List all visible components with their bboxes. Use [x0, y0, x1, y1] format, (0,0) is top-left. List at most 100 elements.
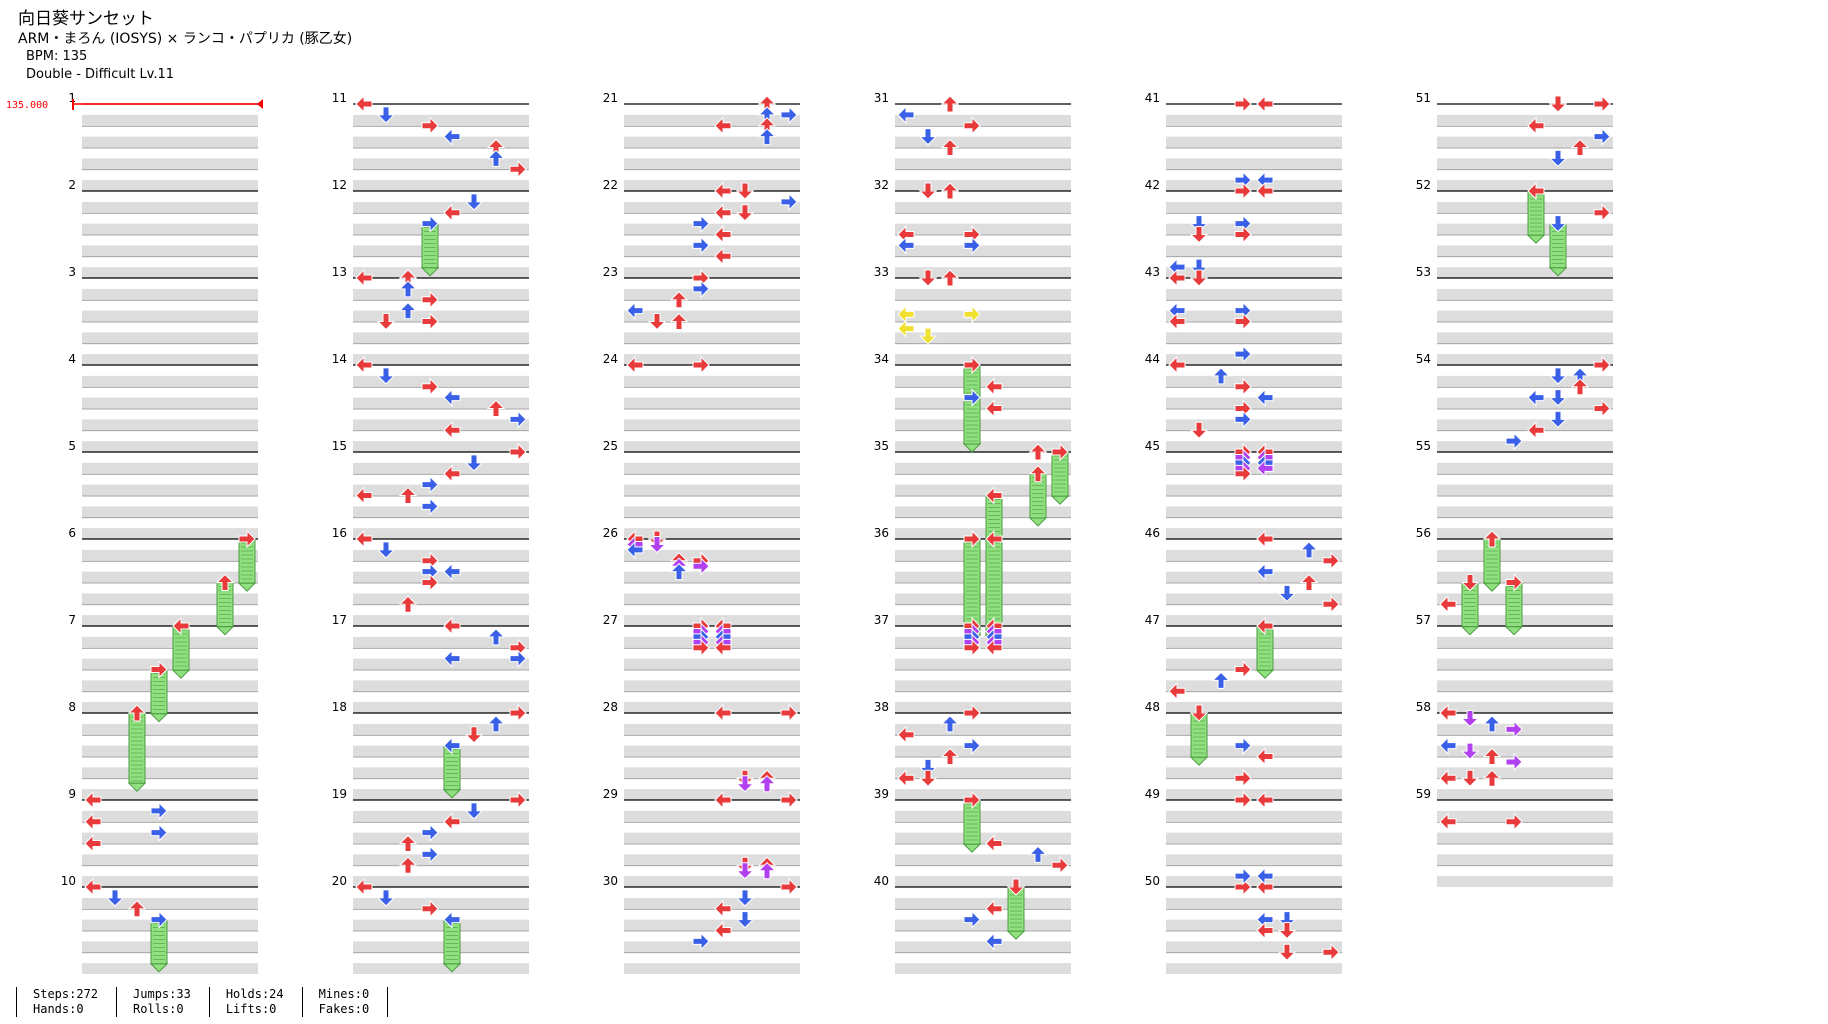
right-arrow-icon — [1505, 720, 1523, 739]
beat-band — [1437, 571, 1613, 583]
measure: 8 — [68, 700, 258, 800]
right-arrow-icon — [1234, 736, 1252, 755]
measure-number: 39 — [874, 787, 889, 801]
up-arrow-icon — [486, 149, 506, 167]
beat-band — [624, 636, 800, 648]
left-arrow-icon — [897, 769, 915, 788]
measure-number: 14 — [332, 352, 347, 366]
up-arrow-icon — [669, 291, 689, 309]
beat-band — [82, 680, 258, 692]
beat-band — [895, 876, 1071, 887]
stat-jumps: Jumps:33 — [133, 987, 191, 1001]
down-arrow-icon — [735, 862, 755, 880]
beat-band — [1166, 441, 1342, 452]
left-arrow-icon — [714, 181, 732, 201]
beat-band — [82, 636, 258, 648]
beat-band — [82, 549, 258, 561]
beat-band — [624, 897, 800, 909]
left-arrow-icon — [897, 105, 915, 125]
up-arrow-icon — [1482, 747, 1502, 765]
up-arrow-icon — [398, 834, 418, 852]
beat-band — [895, 397, 1071, 409]
beat-band — [624, 789, 800, 800]
measure: 10 — [61, 874, 258, 974]
down-arrow-icon — [918, 128, 938, 146]
right-arrow-icon — [692, 355, 710, 375]
left-arrow-icon — [985, 932, 1003, 951]
beat-band — [82, 528, 258, 539]
right-arrow-icon — [692, 214, 710, 233]
beat-band — [624, 223, 800, 235]
right-arrow-icon — [780, 105, 798, 125]
down-arrow-icon — [1460, 742, 1480, 760]
down-arrow-icon — [735, 889, 755, 907]
measure-number: 7 — [68, 613, 76, 627]
beat-band — [1437, 810, 1613, 822]
beat-band — [1166, 658, 1342, 670]
beat-band — [82, 506, 258, 518]
beat-band — [624, 571, 800, 583]
right-arrow-icon — [963, 305, 981, 324]
right-arrow-icon — [150, 910, 168, 929]
up-arrow-icon — [398, 856, 418, 874]
hold-tail — [1255, 669, 1275, 679]
beat-band — [82, 267, 258, 278]
beat-band — [353, 136, 529, 148]
measure-number: 32 — [874, 178, 889, 192]
measure-number: 23 — [603, 265, 618, 279]
beat-band — [353, 810, 529, 822]
beat-band — [82, 963, 258, 974]
right-arrow-icon — [1593, 355, 1611, 375]
up-arrow-icon — [486, 715, 506, 733]
left-arrow-icon — [443, 388, 461, 407]
measure-number: 36 — [874, 526, 889, 540]
up-arrow-icon — [1570, 138, 1590, 156]
down-arrow-icon — [1277, 911, 1297, 929]
beat-band — [1166, 136, 1342, 148]
beat-band — [1166, 462, 1342, 474]
measure: 37 — [874, 613, 1071, 713]
left-arrow-icon — [1168, 312, 1186, 331]
beat-band — [1166, 288, 1342, 300]
beat-band — [353, 854, 529, 866]
beat-band — [624, 136, 800, 148]
beat-band — [1437, 332, 1613, 344]
beat-band — [895, 332, 1071, 344]
down-arrow-icon — [1548, 149, 1568, 168]
measure-number: 30 — [603, 874, 618, 888]
beat-band — [1166, 897, 1342, 909]
beat-band — [1166, 158, 1342, 170]
right-arrow-icon — [421, 845, 439, 864]
beat-band — [895, 375, 1071, 387]
measure-number: 37 — [874, 613, 889, 627]
right-arrow-icon — [421, 823, 439, 842]
left-arrow-icon — [84, 877, 102, 897]
measure-number: 29 — [603, 787, 618, 801]
up-arrow-icon — [757, 127, 777, 146]
beat-band — [82, 810, 258, 822]
up-arrow-icon — [1570, 378, 1590, 396]
beat-band — [353, 419, 529, 431]
beat-band — [895, 245, 1071, 257]
left-arrow-icon — [443, 464, 461, 483]
beat-band — [1437, 114, 1613, 126]
hold-note — [127, 712, 147, 793]
beat-band — [624, 114, 800, 126]
beat-band — [895, 114, 1071, 126]
measure: 2 — [68, 178, 258, 278]
beat-band — [624, 680, 800, 692]
beat-band — [1437, 528, 1613, 539]
hold-tail — [127, 782, 147, 793]
up-arrow-icon — [1028, 845, 1048, 863]
measure-number: 8 — [68, 700, 76, 714]
measure-number: 58 — [1416, 700, 1431, 714]
stat-column: Mines:0 Fakes:0 — [301, 987, 389, 1017]
measure-number: 4 — [68, 352, 76, 366]
beat-band — [1437, 658, 1613, 670]
beat-band — [82, 571, 258, 583]
left-arrow-icon — [355, 529, 373, 549]
up-arrow-icon — [669, 312, 689, 330]
beat-band — [1437, 375, 1613, 387]
beat-band — [624, 245, 800, 257]
beat-band — [895, 745, 1071, 757]
